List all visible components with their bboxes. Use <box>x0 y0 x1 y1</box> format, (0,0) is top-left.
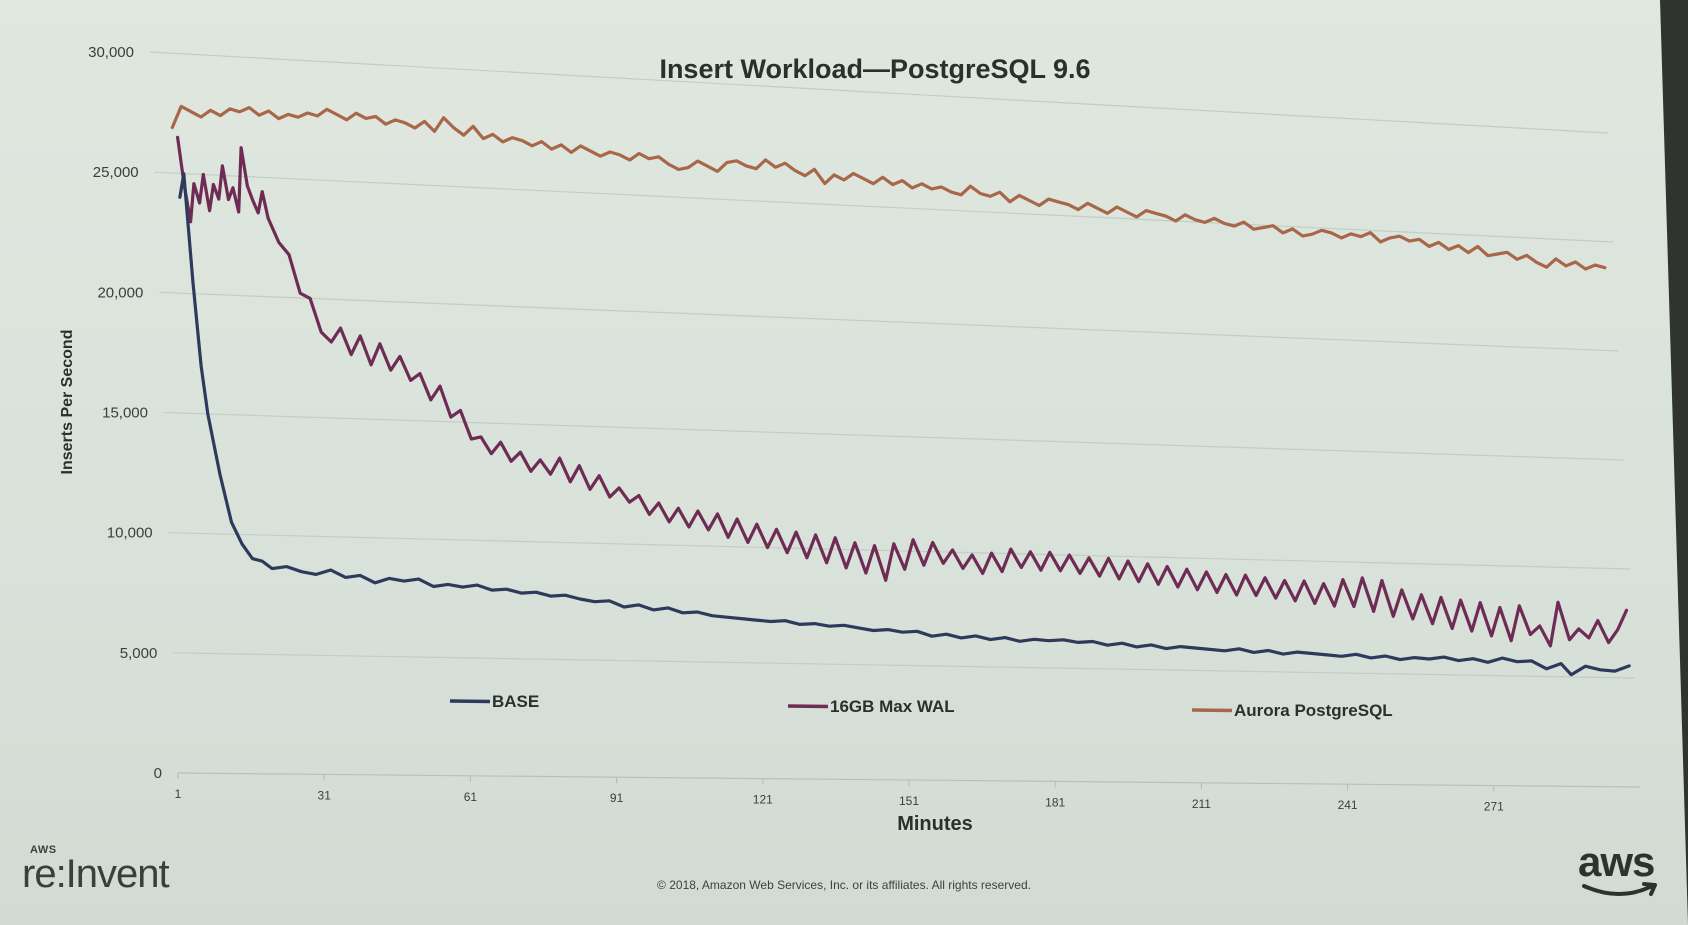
gridline-y-5000 <box>173 652 1635 679</box>
reinvent-logo: AWS re:Invent <box>22 844 170 897</box>
series-line-base <box>178 172 1631 677</box>
gridline-y-25000 <box>154 171 1614 243</box>
chart-title: Insert Workload—PostgreSQL 9.6 <box>659 54 1090 84</box>
y-axis-label: Inserts Per Second <box>59 330 76 475</box>
legend-label: BASE <box>492 692 539 711</box>
legend-label: 16GB Max WAL <box>830 697 955 716</box>
x-tick-label: 271 <box>1484 800 1504 814</box>
copyright-notice: © 2018, Amazon Web Services, Inc. or its… <box>657 878 1031 892</box>
gridline-y-15000 <box>163 411 1625 461</box>
gridline-y-30000 <box>149 51 1609 134</box>
x-tick-label: 91 <box>610 791 624 805</box>
legend-label: Aurora PostgreSQL <box>1234 701 1393 720</box>
legend-swatch <box>449 699 491 704</box>
y-tick-label: 25,000 <box>93 164 139 181</box>
y-tick-label: 5,000 <box>120 645 158 662</box>
gridline-y-20000 <box>159 291 1619 352</box>
series-line-aurora-postgresql <box>170 104 1607 271</box>
y-tick-label: 15,000 <box>102 405 148 422</box>
x-tick-label: 151 <box>899 794 919 808</box>
aws-logo-text: aws <box>1578 838 1655 885</box>
x-tick-label: 181 <box>1045 795 1065 809</box>
x-tick-label: 31 <box>318 788 332 802</box>
x-tick-label: 121 <box>753 793 773 807</box>
aws-logo: aws <box>1578 838 1657 896</box>
legend: BASE 16GB Max WAL Aurora PostgreSQL <box>449 692 1393 720</box>
y-tick-label: 0 <box>154 765 162 782</box>
x-tick-label: 61 <box>464 790 478 804</box>
grid-lines <box>149 51 1641 792</box>
x-tick-label: 211 <box>1192 797 1211 811</box>
y-tick-label: 20,000 <box>97 284 143 301</box>
x-tick-label: 241 <box>1338 798 1358 812</box>
reinvent-logo-aws: AWS <box>30 844 57 856</box>
gridline-y-10000 <box>168 532 1630 570</box>
y-tick-label: 10,000 <box>107 525 153 542</box>
x-tick-label: 1 <box>175 787 182 801</box>
x-axis-label: Minutes <box>897 813 973 835</box>
x-tick-labels: 1 31 61 91 121 151 181 211 241 271 <box>175 787 1504 814</box>
series-lines <box>170 104 1631 677</box>
legend-swatch <box>1191 708 1233 713</box>
aws-smile-icon <box>1582 882 1657 896</box>
reinvent-logo-text: re:Invent <box>22 852 170 896</box>
legend-swatch <box>787 704 829 709</box>
y-tick-label: 30,000 <box>88 44 134 61</box>
series-line-16gb-max-wal <box>176 135 1629 648</box>
y-tick-labels: 0 5,000 10,000 15,000 20,000 25,000 30,000 <box>88 44 162 782</box>
